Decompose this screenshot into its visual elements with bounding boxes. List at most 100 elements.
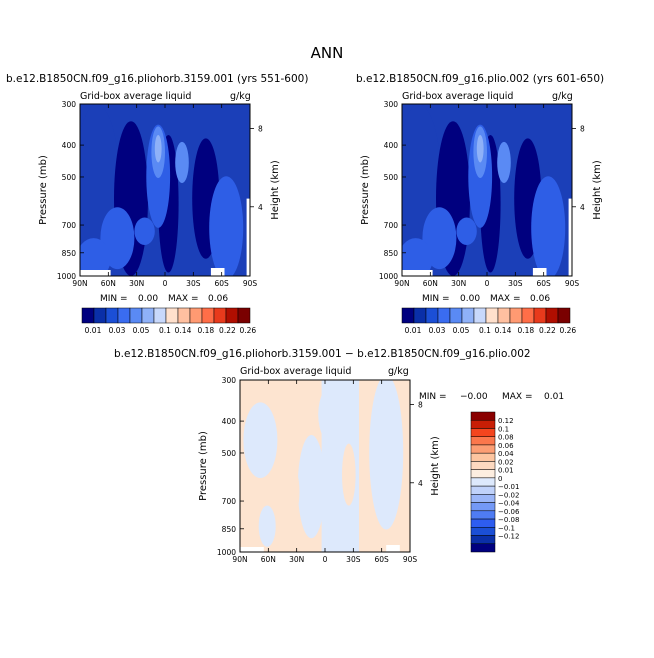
colorbar-box — [401, 307, 415, 324]
colorbar-box — [497, 307, 511, 324]
diff-neg-eq — [297, 435, 325, 539]
diff-colorbar-box — [470, 543, 496, 553]
colorbar-box — [81, 307, 95, 324]
panel-2-min-value: 0.00 — [460, 294, 480, 304]
page-title: ANN — [311, 44, 344, 62]
x-tick-label: 0 — [485, 279, 490, 288]
panel-2-ylabel: Pressure (mb) — [360, 155, 371, 225]
panel-3-max-value: 0.01 — [544, 392, 564, 402]
diff-colorbar-label: 0.08 — [498, 434, 514, 442]
diff-pos-nh-core — [282, 464, 300, 520]
colorbar-label: 0.01 — [405, 326, 422, 335]
height-tick-label: 4 — [418, 479, 423, 488]
diff-colorbar-label: −0.02 — [498, 491, 519, 499]
contour-field — [402, 104, 572, 276]
colorbar-box — [473, 307, 487, 324]
y-tick-label: 1000 — [217, 548, 236, 557]
colorbar-label: 0.22 — [219, 326, 236, 335]
surface-mask-sh — [386, 545, 400, 552]
diff-colorbar-box — [470, 527, 496, 536]
colorbar-label: 0.05 — [453, 326, 470, 335]
panel-3-min-value: −0.00 — [460, 392, 488, 402]
colorbar-box — [521, 307, 535, 324]
diff-colorbar-box — [470, 510, 496, 520]
height-tick-label: 8 — [258, 124, 263, 133]
colorbar-label: 0.18 — [197, 326, 214, 335]
panel-2-max-label: MAX = — [490, 294, 521, 304]
y-tick-label: 300 — [384, 100, 399, 109]
diff-colorbar-box — [470, 436, 496, 446]
y-tick-label: 700 — [62, 221, 77, 230]
colorbar-box — [141, 307, 155, 324]
colorbar-box — [509, 307, 523, 324]
colorbar-label: 0.03 — [109, 326, 126, 335]
panel-3-case-title: b.e12.B1850CN.f09_g16.pliohorb.3159.001 … — [114, 348, 531, 360]
contour-sh-storm — [209, 176, 244, 276]
diff-colorbar-label: 0 — [498, 475, 502, 483]
x-tick-label: 30S — [346, 555, 361, 564]
diff-colorbar-label: −0.06 — [498, 508, 520, 516]
y-tick-label: 850 — [384, 249, 399, 258]
panel-3-units: g/kg — [388, 366, 409, 377]
panel-2-max-value: 0.06 — [530, 294, 550, 304]
contour-itcz-peak — [476, 134, 484, 163]
colorbar-label: 0.26 — [239, 326, 256, 335]
x-tick-label: 30S — [508, 279, 523, 288]
colorbar-box — [165, 307, 179, 324]
surface-mask-pole — [568, 198, 572, 276]
colorbar-box — [425, 307, 439, 324]
diff-colorbar-label: −0.1 — [498, 524, 515, 532]
contour-field — [240, 380, 410, 552]
x-tick-label: 60N — [101, 279, 116, 288]
colorbar-box — [237, 307, 251, 324]
panel-3-right-label: Height (km) — [430, 436, 441, 496]
x-tick-label: 60N — [261, 555, 276, 564]
y-tick-label: 1000 — [379, 272, 398, 281]
x-tick-label: 60S — [537, 279, 552, 288]
colorbar-label: 0.22 — [539, 326, 556, 335]
colorbar-box — [485, 307, 499, 324]
diff-colorbar-label: −0.08 — [498, 516, 519, 524]
x-tick-label: 60S — [375, 555, 390, 564]
y-tick-label: 400 — [384, 141, 399, 150]
y-tick-label: 500 — [222, 449, 237, 458]
x-tick-label: 90N — [394, 279, 409, 288]
colorbar-box — [437, 307, 451, 324]
panel-1-ylabel: Pressure (mb) — [38, 155, 49, 225]
colorbar-box — [153, 307, 167, 324]
contour-polar-low — [80, 238, 111, 276]
panel-1-variable: Grid-box average liquid — [80, 91, 191, 102]
panel-2-min-label: MIN = — [422, 294, 450, 304]
contour-sh-storm — [531, 176, 566, 276]
colorbar-box — [557, 307, 571, 324]
y-tick-label: 400 — [62, 141, 77, 150]
x-tick-label: 90S — [243, 279, 258, 288]
diff-colorbar-box — [470, 419, 496, 429]
y-tick-label: 700 — [222, 497, 237, 506]
diff-neg-sh-storm — [369, 380, 404, 530]
x-tick-label: 30N — [289, 555, 304, 564]
x-tick-label: 90S — [403, 555, 418, 564]
diff-colorbar-box — [470, 494, 496, 503]
colorbar-box — [105, 307, 119, 324]
panel-1-max-label: MAX = — [168, 294, 199, 304]
y-tick-label: 400 — [222, 417, 237, 426]
diff-colorbar-box — [470, 518, 496, 528]
diff-colorbar-box — [470, 535, 496, 545]
panel-1-min-value: 0.00 — [138, 294, 158, 304]
y-tick-label: 500 — [384, 173, 399, 182]
x-tick-label: 30N — [129, 279, 144, 288]
colorbar-label: 0.26 — [559, 326, 576, 335]
panel-3: b.e12.B1850CN.f09_g16.pliohorb.3159.001 … — [114, 348, 564, 564]
diff-pos-sh-core — [342, 443, 356, 506]
height-tick-label: 8 — [418, 400, 423, 409]
diff-colorbar-box — [470, 444, 496, 454]
x-tick-label: 0 — [323, 555, 328, 564]
colorbar-box — [533, 307, 547, 324]
colorbar-label: 0.1 — [479, 326, 491, 335]
surface-mask-sh — [532, 268, 547, 276]
diff-colorbar-box — [470, 452, 496, 462]
diff-neg-upper — [318, 380, 359, 449]
colorbar-box — [177, 307, 191, 324]
x-tick-label: 0 — [163, 279, 168, 288]
